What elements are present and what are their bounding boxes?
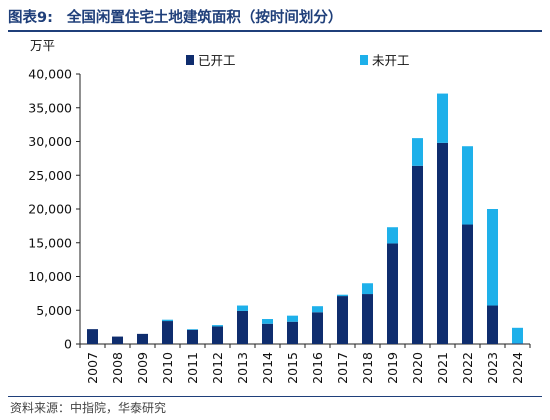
- bar-started-2020: [412, 165, 423, 344]
- bar-started-2008: [112, 336, 123, 344]
- title-divider: [8, 30, 542, 32]
- x-tick-label: 2008: [110, 352, 125, 384]
- x-axis-ticks: 2007 2008 2009 2010 2011 2012 2013 2014 2015 2016…: [79, 344, 531, 384]
- bar-started-2012: [212, 326, 223, 344]
- bar-started-2023: [487, 305, 498, 344]
- figure-title-row: 图表9: 全国闲置住宅土地建筑面积（按时间划分）: [8, 6, 542, 27]
- bar-not-started-2010: [162, 319, 173, 322]
- source-divider: [8, 396, 542, 397]
- bar-not-started-2023: [487, 209, 498, 306]
- x-tick-label: 2024: [510, 352, 525, 384]
- bar-not-started-2013: [237, 305, 248, 311]
- bar-started-2016: [312, 312, 323, 344]
- x-tick-label: 2017: [335, 352, 350, 384]
- x-tick-label: 2018: [360, 352, 375, 384]
- bar-not-started-2021: [437, 93, 448, 143]
- bar-not-started-2024: [512, 327, 523, 344]
- bar-started-2014: [262, 323, 273, 344]
- x-tick-label: 2021: [435, 352, 450, 384]
- y-tick-label: 15,000: [28, 235, 72, 250]
- bar-chart: 万平 0 5,000 10,000 15,000 20,000 25,000 30,000 3…: [28, 38, 531, 384]
- x-tick-label: 2011: [185, 352, 200, 384]
- x-tick-label: 2020: [410, 352, 425, 384]
- bar-not-started-2014: [262, 319, 273, 324]
- y-tick-label: 20,000: [28, 202, 72, 217]
- x-tick-label: 2012: [210, 352, 225, 384]
- y-tick-label: 35,000: [28, 100, 72, 115]
- bar-not-started-2017: [337, 294, 348, 297]
- x-tick-label: 2015: [285, 352, 300, 384]
- bar-started-2011: [187, 329, 198, 344]
- bar-not-started-2022: [462, 146, 473, 225]
- x-tick-label: 2016: [310, 352, 325, 384]
- bar-not-started-2018: [362, 283, 373, 295]
- y-axis-ticks: 0 5,000 10,000 15,000 20,000 25,000 30,000 35,0…: [28, 67, 80, 352]
- x-tick-label: 2014: [260, 352, 275, 384]
- bar-started-2024: [512, 343, 523, 344]
- bar-not-started-2019: [387, 227, 398, 244]
- x-tick-label: 2013: [235, 352, 250, 384]
- bar-started-2010: [162, 321, 173, 344]
- bar-not-started-2016: [312, 306, 323, 313]
- legend-label-started: 已开工: [198, 53, 236, 68]
- bar-started-2015: [287, 321, 298, 344]
- legend-label-not-started: 未开工: [372, 53, 410, 68]
- bar-started-2022: [462, 224, 473, 344]
- bar-started-2007: [87, 329, 98, 344]
- bar-not-started-2020: [412, 138, 423, 166]
- x-tick-label: 2007: [85, 352, 100, 384]
- bar-started-2013: [237, 310, 248, 344]
- y-tick-label: 10,000: [28, 269, 72, 284]
- figure-title: 全国闲置住宅土地建筑面积（按时间划分）: [66, 10, 343, 26]
- y-tick-label: 40,000: [28, 67, 72, 82]
- legend: 已开工 未开工: [186, 53, 410, 68]
- bar-started-2021: [437, 142, 448, 344]
- legend-swatch-not-started: [360, 55, 368, 65]
- x-tick-label: 2019: [385, 352, 400, 384]
- bar-started-2018: [362, 294, 373, 344]
- x-tick-label: 2009: [135, 352, 150, 384]
- figure-label: 图表9:: [8, 10, 53, 26]
- bar-not-started-2015: [287, 315, 298, 322]
- bars-group: [87, 93, 523, 344]
- bar-not-started-2011: [187, 329, 198, 330]
- x-tick-label: 2022: [460, 352, 475, 384]
- y-tick-label: 0: [64, 337, 72, 352]
- source-note: 资料来源：中指院，华泰研究: [10, 401, 167, 415]
- y-axis-unit-label: 万平: [30, 38, 55, 53]
- y-tick-label: 5,000: [36, 303, 72, 318]
- bar-not-started-2012: [212, 325, 223, 327]
- bar-started-2017: [337, 296, 348, 344]
- y-tick-label: 25,000: [28, 168, 72, 183]
- x-tick-label: 2010: [160, 352, 175, 384]
- legend-swatch-started: [186, 55, 194, 65]
- x-tick-label: 2023: [485, 352, 500, 384]
- y-tick-label: 30,000: [28, 134, 72, 149]
- bar-started-2019: [387, 243, 398, 344]
- bar-started-2009: [137, 333, 148, 344]
